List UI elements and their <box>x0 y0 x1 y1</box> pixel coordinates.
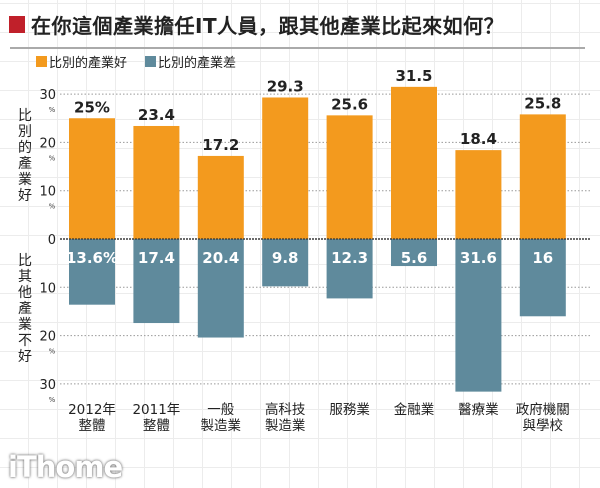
legend-label: 比別的產業差 <box>158 56 237 71</box>
value-label-bad: 31.6 <box>460 249 497 267</box>
value-label-good: 17.2 <box>202 136 239 154</box>
bar-bad <box>262 239 309 287</box>
bar-bad <box>326 239 373 299</box>
x-tick-label: 2011年 整體 <box>132 402 181 434</box>
value-label-bad: 17.4 <box>138 249 175 267</box>
y-tick-label: 10 <box>39 185 56 200</box>
chart-title: 在你這個產業擔任IT人員，跟其他產業比起來如何？ <box>9 10 504 39</box>
bar-good <box>455 150 502 239</box>
bar-good <box>262 97 309 239</box>
bar-bad <box>197 239 244 338</box>
bar-good <box>391 86 437 239</box>
bar-good <box>197 155 244 239</box>
ithome-logo: iThome <box>8 450 123 484</box>
bar-bad <box>69 239 115 305</box>
legend-swatch-good <box>36 56 47 67</box>
y-tick-unit: % <box>49 154 56 162</box>
y-tick-unit: % <box>49 106 56 114</box>
value-label-good: 18.4 <box>460 130 497 148</box>
legend: 比別的產業好 比別的產業差 <box>36 52 236 71</box>
x-tick-label: 一般 製造業 <box>200 402 242 434</box>
legend-swatch-bad <box>145 56 157 67</box>
y-tick-unit: % <box>49 348 56 356</box>
value-label-good: 31.5 <box>395 67 432 85</box>
value-label-bad: 5.6 <box>401 249 428 267</box>
bar-bad <box>133 239 180 324</box>
y-label-good: 比別的產業好 <box>18 108 32 204</box>
x-tick-label: 醫療業 <box>458 402 499 418</box>
legend-item-good: 比別的產業好 <box>36 52 127 71</box>
title-divider <box>10 47 585 49</box>
bar-bad <box>519 239 566 317</box>
bar-bad <box>455 239 502 392</box>
title-marker-icon <box>9 16 25 33</box>
bar-bad <box>391 239 437 267</box>
y-tick-unit: % <box>49 396 56 404</box>
title-text: 在你這個產業擔任IT人員，跟其他產業比起來如何？ <box>31 14 505 38</box>
value-label-good: 29.3 <box>267 77 304 95</box>
bar-good <box>69 118 115 239</box>
value-label-bad: 13.6% <box>66 249 118 267</box>
y-tick-label: 0 <box>48 233 56 248</box>
value-label-good: 25.8 <box>524 94 561 112</box>
x-tick-label: 政府機關 與學校 <box>515 402 570 434</box>
value-label-good: 25% <box>74 98 110 116</box>
value-label-bad: 20.4 <box>202 249 239 267</box>
x-tick-label: 高科技 製造業 <box>264 402 306 434</box>
bar-good <box>326 115 373 239</box>
x-tick-label: 2012年 整體 <box>68 402 116 434</box>
x-tick-label: 金融業 <box>393 402 435 418</box>
x-tick-label: 服務業 <box>329 402 370 418</box>
y-tick-label: 30 <box>39 378 56 393</box>
y-tick-label: 10 <box>39 281 56 296</box>
bar-good <box>519 114 566 239</box>
value-label-bad: 9.8 <box>272 249 299 267</box>
y-tick-label: 20 <box>39 330 56 345</box>
y-label-bad: 比其他產業不好 <box>18 253 32 365</box>
y-tick-label: 30 <box>39 88 56 103</box>
value-label-bad: 12.3 <box>331 249 368 267</box>
legend-label: 比別的產業好 <box>49 56 128 71</box>
y-tick-unit: % <box>49 203 56 211</box>
legend-item-bad: 比別的產業差 <box>145 52 236 71</box>
value-label-bad: 16 <box>532 249 553 267</box>
value-label-good: 25.6 <box>331 95 368 113</box>
value-label-good: 23.4 <box>138 106 175 124</box>
bar-good <box>133 125 180 239</box>
y-tick-label: 20 <box>39 136 56 151</box>
